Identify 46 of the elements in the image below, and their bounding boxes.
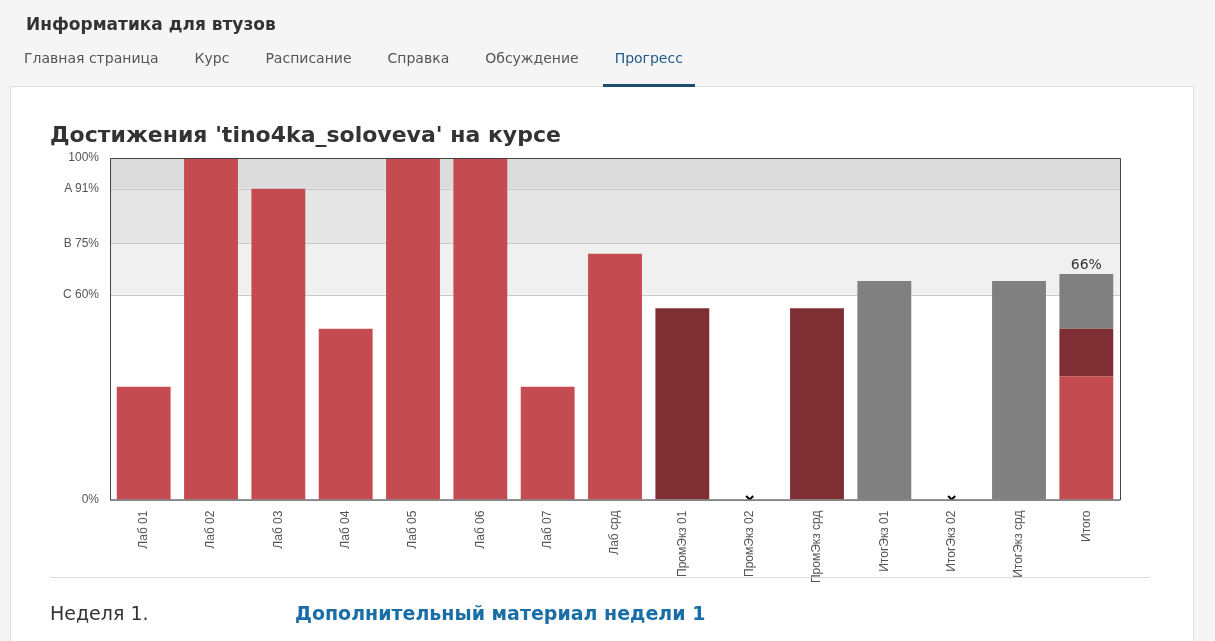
x-tick-label: Лаб 07 xyxy=(539,510,554,549)
text: Прогресс xyxy=(602,50,695,87)
x-tick-label: ИтогЭкз срд xyxy=(1011,510,1026,578)
x-tick-label: Лаб 05 xyxy=(405,510,420,549)
x-tick-label: ИтогЭкз 02 xyxy=(943,510,958,572)
text: Обсуждение xyxy=(484,50,580,68)
bar xyxy=(116,386,171,500)
bar xyxy=(1059,376,1114,500)
x-tick-label: Лаб 02 xyxy=(203,510,218,549)
total-label: 66% xyxy=(1070,255,1102,272)
y-tick-label: C 60% xyxy=(62,286,100,301)
text: Информатика для втузов xyxy=(26,14,276,34)
text: Курс xyxy=(193,50,231,68)
x-tick-label: ПромЭкз 02 xyxy=(741,510,756,577)
x-tick-label: ПромЭкз срд xyxy=(809,510,824,583)
x-tick-label: Итого xyxy=(1078,510,1093,542)
bar xyxy=(857,280,912,500)
text: Дополнительный материал недели 1 xyxy=(295,602,706,624)
y-tick-label: B 75% xyxy=(63,235,100,250)
text: Расписание xyxy=(264,50,353,68)
bar xyxy=(520,386,575,500)
chart-title: Достижения 'tino4ka_soloveva' на курсе xyxy=(50,122,561,147)
x-tick-label: ПромЭкз 01 xyxy=(674,510,689,577)
bar xyxy=(251,188,306,500)
bar xyxy=(184,158,238,500)
bar xyxy=(790,308,844,500)
bar xyxy=(318,328,373,500)
x-tick-label: Лаб 03 xyxy=(270,510,285,549)
bar xyxy=(655,308,710,500)
text: Главная страница xyxy=(23,50,160,68)
bar xyxy=(992,280,1046,500)
bar xyxy=(453,158,508,500)
x-tick-label: ИтогЭкз 01 xyxy=(876,510,891,572)
bar xyxy=(1059,328,1114,377)
x-tick-label: Лаб срд xyxy=(607,510,622,555)
bar xyxy=(588,253,642,500)
text: Неделя 1. xyxy=(50,602,149,624)
y-tick-label: 0% xyxy=(81,491,100,506)
bar xyxy=(1059,274,1114,329)
x-tick-label: Лаб 01 xyxy=(136,510,150,549)
x-tick-label: Лаб 06 xyxy=(472,510,487,549)
x-tick-label: Лаб 04 xyxy=(337,510,352,549)
text: Справка xyxy=(386,50,451,68)
y-tick-label: 100% xyxy=(68,150,100,165)
y-tick-label: A 91% xyxy=(64,181,100,196)
bar xyxy=(386,158,440,500)
